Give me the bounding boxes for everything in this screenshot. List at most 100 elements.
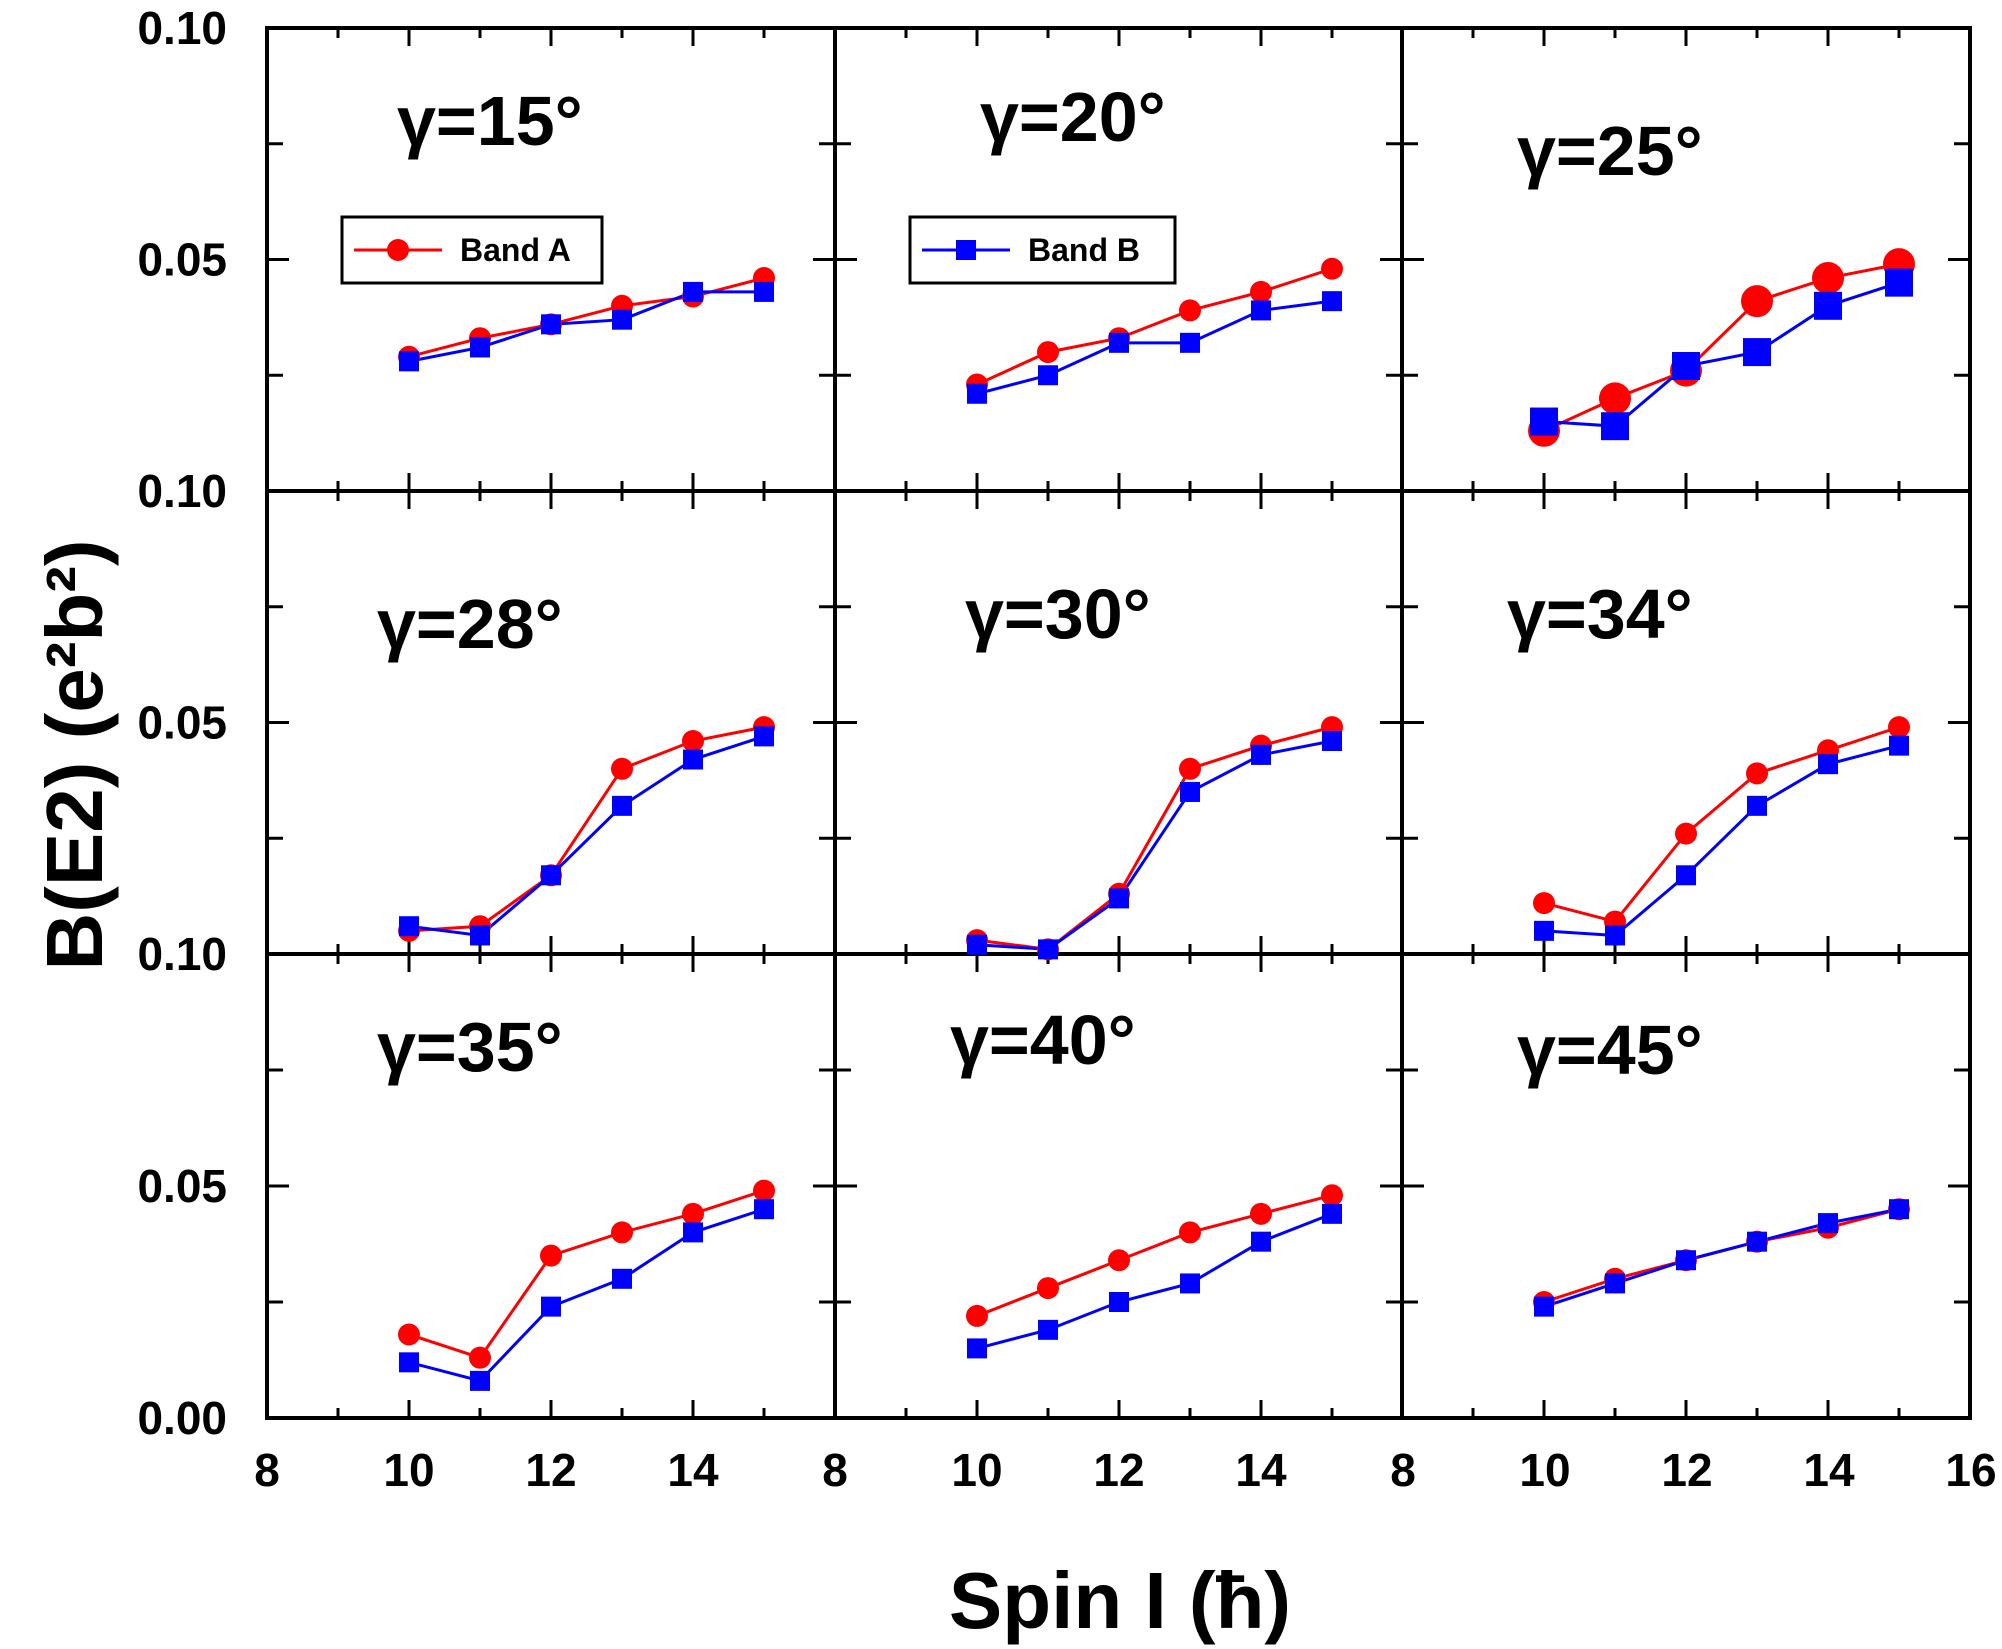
band-b-point <box>1818 754 1838 775</box>
x-tick-label: 12 <box>525 1444 576 1496</box>
band-a-point <box>1675 822 1697 845</box>
band-b-point <box>1251 1231 1271 1252</box>
band-a-point <box>611 1221 633 1244</box>
legend-box: Band B <box>908 215 1177 285</box>
x-tick-label: 10 <box>383 1444 434 1496</box>
band-b-point <box>470 337 490 358</box>
panel-series <box>966 716 1343 961</box>
tick-marks <box>267 28 1970 1418</box>
band-b-line <box>408 1207 765 1383</box>
legend-box: Band A <box>340 215 604 285</box>
band-b-point <box>1038 939 1058 960</box>
band-b-point <box>967 383 987 404</box>
band-b-point <box>1672 351 1700 380</box>
band-a-point <box>1888 716 1910 739</box>
band-a-line <box>408 1189 765 1360</box>
band-b-point <box>399 1352 419 1373</box>
band-b-point <box>1180 1273 1200 1294</box>
legend-label: Band A <box>460 232 571 268</box>
y-tick-label: 0.00 <box>137 1392 227 1444</box>
band-a-point <box>611 757 633 780</box>
band-b-line <box>1543 281 1900 428</box>
panel-series <box>398 267 775 372</box>
band-b-point <box>1814 291 1842 320</box>
x-tick-label: 8 <box>822 1444 848 1496</box>
band-b-line <box>1543 1207 1900 1309</box>
y-tick-label: 0.10 <box>137 465 227 517</box>
panel-series <box>398 716 775 946</box>
band-b-point <box>1109 1292 1129 1312</box>
band-a-point <box>469 1346 491 1369</box>
panel-series <box>1533 716 1910 946</box>
band-b-point <box>1534 1296 1554 1317</box>
y-tick-label: 0.05 <box>137 1160 227 1212</box>
band-b-point <box>1530 407 1558 436</box>
band-b-line <box>976 299 1333 396</box>
band-b-point <box>1322 291 1342 312</box>
x-tick-label: 10 <box>1519 1444 1570 1496</box>
band-b-point <box>1180 332 1200 353</box>
band-b-point <box>967 1338 987 1359</box>
band-b-point <box>1601 412 1629 441</box>
y-tick-label: 0.05 <box>137 697 227 749</box>
legend-marker <box>956 240 976 260</box>
plot-layer: 8 10 12 14 8 10 12 14 8 10 12 14 16 0.10 0.05 0.10 0.05 0… <box>137 2 1996 1496</box>
x-tick-label: 14 <box>667 1444 719 1496</box>
band-b-point <box>967 934 987 955</box>
band-b-point <box>1676 865 1696 886</box>
band-b-point <box>1747 1231 1767 1252</box>
band-b-point <box>1109 888 1129 909</box>
band-a-point <box>398 1323 420 1346</box>
panel-title: γ=30° <box>965 575 1151 653</box>
band-b-line <box>408 290 764 363</box>
band-b-point <box>1180 781 1200 802</box>
band-b-point <box>683 281 703 302</box>
x-tick-label: 10 <box>951 1444 1002 1496</box>
band-a-line <box>976 1193 1333 1318</box>
band-b-point <box>1038 1319 1058 1340</box>
y-axis-title: B(E2) (e²b²) <box>30 539 119 970</box>
band-b-point <box>754 1199 774 1220</box>
band-a-line <box>408 276 765 359</box>
panel-frames <box>265 26 1972 1420</box>
band-b-point <box>754 726 774 747</box>
band-a-point <box>1812 262 1844 295</box>
x-tick-label: 14 <box>1235 1444 1287 1496</box>
band-a-point <box>1037 341 1059 364</box>
band-b-point <box>399 351 419 372</box>
band-b-point <box>1889 735 1909 756</box>
band-b-point <box>541 314 561 335</box>
band-a-point <box>1108 1249 1130 1272</box>
x-tick-label: 12 <box>1661 1444 1712 1496</box>
band-a-point <box>1250 1202 1272 1225</box>
band-b-point <box>1251 744 1271 765</box>
panel-series <box>398 1179 775 1391</box>
band-a-line <box>408 725 765 933</box>
band-b-point <box>1109 332 1129 353</box>
band-b-point <box>541 1296 561 1317</box>
band-a-point <box>753 1179 775 1202</box>
panel-title: γ=40° <box>950 1001 1136 1079</box>
band-b-point <box>1322 731 1342 752</box>
band-b-line <box>1543 744 1900 938</box>
x-tick-label: 8 <box>1390 1444 1416 1496</box>
band-b-point <box>1038 365 1058 386</box>
band-a-point <box>1037 1277 1059 1300</box>
panel-series <box>966 257 1343 404</box>
band-b-point <box>754 281 774 302</box>
band-b-point <box>399 916 419 937</box>
band-b-point <box>1605 1273 1625 1294</box>
band-b-point <box>470 925 490 946</box>
band-b-point <box>1743 338 1771 367</box>
band-b-point <box>541 865 561 886</box>
x-tick-label: 8 <box>254 1444 280 1496</box>
band-b-line <box>408 734 765 938</box>
panel-title: γ=25° <box>1517 112 1703 190</box>
legend-label: Band B <box>1028 232 1140 268</box>
band-b-point <box>612 795 632 816</box>
panel-frame <box>1400 952 1972 1420</box>
band-b-line <box>976 1212 1333 1350</box>
band-b-point <box>1605 925 1625 946</box>
y-tick-label: 0.05 <box>137 234 227 286</box>
band-b-point <box>612 309 632 330</box>
